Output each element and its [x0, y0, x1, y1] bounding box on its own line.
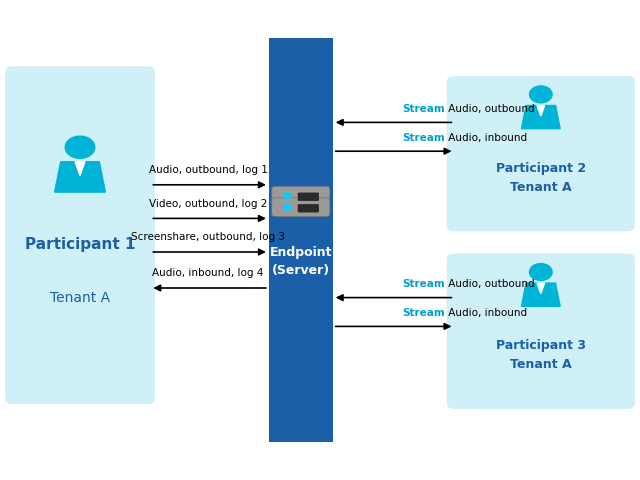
- Circle shape: [529, 86, 552, 103]
- Text: Participant 2
Tenant A: Participant 2 Tenant A: [496, 162, 586, 193]
- Circle shape: [284, 204, 291, 210]
- Text: Stream: Stream: [402, 104, 445, 114]
- Text: Stream: Stream: [402, 279, 445, 289]
- Circle shape: [284, 193, 291, 198]
- Polygon shape: [54, 162, 106, 192]
- Text: Audio, inbound: Audio, inbound: [445, 132, 527, 143]
- Text: Audio, outbound: Audio, outbound: [445, 279, 534, 289]
- Polygon shape: [537, 283, 545, 294]
- FancyBboxPatch shape: [272, 186, 330, 205]
- Text: Audio, inbound, log 4: Audio, inbound, log 4: [152, 268, 264, 278]
- Text: Stream: Stream: [402, 308, 445, 318]
- FancyBboxPatch shape: [272, 198, 330, 216]
- Polygon shape: [522, 106, 560, 129]
- Text: Screenshare, outbound, log 3: Screenshare, outbound, log 3: [131, 232, 285, 242]
- Text: Audio, outbound: Audio, outbound: [445, 104, 534, 114]
- Text: Tenant A: Tenant A: [50, 290, 110, 305]
- FancyBboxPatch shape: [447, 253, 635, 409]
- Circle shape: [65, 136, 95, 158]
- Polygon shape: [75, 162, 85, 176]
- FancyBboxPatch shape: [447, 76, 635, 231]
- Text: Stream: Stream: [402, 132, 445, 143]
- Polygon shape: [537, 106, 545, 116]
- FancyBboxPatch shape: [298, 192, 319, 201]
- Polygon shape: [522, 283, 560, 306]
- Text: Participant 1: Participant 1: [25, 237, 135, 252]
- Text: Endpoint
(Server): Endpoint (Server): [269, 246, 332, 277]
- Text: Audio, outbound, log 1: Audio, outbound, log 1: [148, 165, 268, 175]
- Circle shape: [529, 264, 552, 280]
- Text: Audio, inbound: Audio, inbound: [445, 308, 527, 318]
- FancyBboxPatch shape: [298, 204, 319, 213]
- Text: Video, outbound, log 2: Video, outbound, log 2: [149, 199, 267, 209]
- Text: Participant 3
Tenant A: Participant 3 Tenant A: [496, 339, 586, 371]
- FancyBboxPatch shape: [269, 38, 333, 442]
- FancyBboxPatch shape: [5, 66, 155, 404]
